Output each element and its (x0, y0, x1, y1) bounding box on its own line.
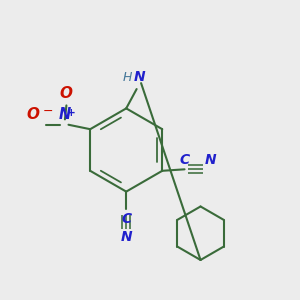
Text: O: O (27, 107, 40, 122)
Text: +: + (67, 108, 76, 118)
Text: N: N (120, 230, 132, 244)
Text: C: C (179, 153, 190, 167)
Text: O: O (60, 86, 73, 101)
Text: N: N (134, 70, 146, 84)
Text: N: N (205, 153, 216, 167)
Text: H: H (123, 71, 132, 84)
Text: N: N (59, 107, 71, 122)
Text: C: C (121, 212, 131, 226)
Text: −: − (43, 105, 53, 118)
